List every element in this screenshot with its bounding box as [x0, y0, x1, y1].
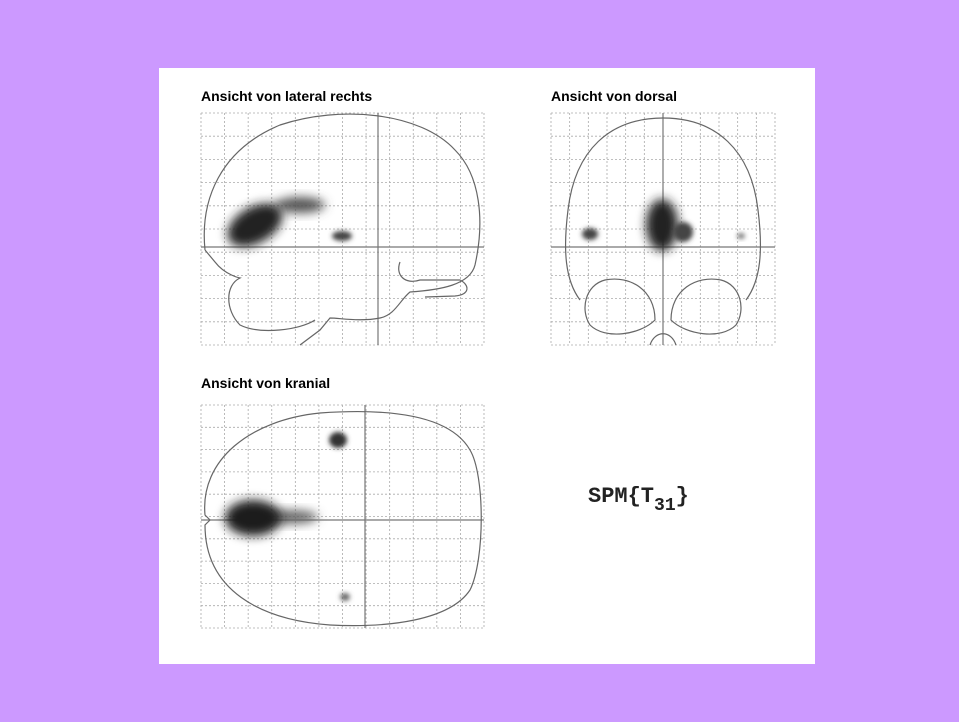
page: Ansicht von lateral rechts Ansicht von d…: [0, 0, 959, 722]
activation: [340, 593, 350, 601]
activation: [225, 500, 281, 536]
spm-subscript: 31: [654, 496, 676, 516]
activation: [737, 233, 745, 239]
panel-title: Ansicht von lateral rechts: [201, 88, 372, 104]
white-panel: [159, 68, 815, 664]
spm-close: }: [676, 484, 689, 509]
activation: [332, 231, 352, 241]
panel-title: Ansicht von dorsal: [551, 88, 677, 104]
activation: [275, 197, 325, 213]
activation: [673, 222, 693, 242]
activation: [582, 228, 598, 240]
activation: [646, 199, 678, 251]
activation: [329, 432, 347, 448]
panel-title: Ansicht von kranial: [201, 375, 330, 391]
spm-base: SPM{T: [588, 484, 654, 509]
figure: Ansicht von lateral rechts Ansicht von d…: [0, 0, 959, 722]
